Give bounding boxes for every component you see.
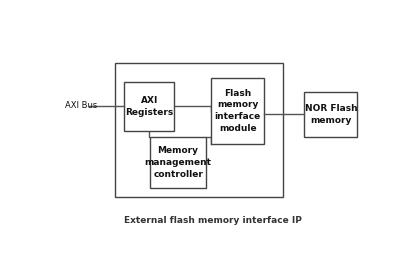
Text: Memory
management
controller: Memory management controller (144, 146, 212, 178)
Bar (150, 137, 206, 188)
Text: NOR Flash
memory: NOR Flash memory (305, 104, 357, 125)
Text: AXI
Registers: AXI Registers (125, 96, 173, 117)
Bar (211, 78, 264, 144)
Bar (304, 92, 357, 137)
Text: External flash memory interface IP: External flash memory interface IP (124, 216, 302, 225)
Bar (115, 63, 283, 197)
Bar (124, 82, 174, 131)
Text: Flash
memory
interface
module: Flash memory interface module (215, 89, 261, 133)
Text: AXI Bus: AXI Bus (65, 101, 97, 110)
